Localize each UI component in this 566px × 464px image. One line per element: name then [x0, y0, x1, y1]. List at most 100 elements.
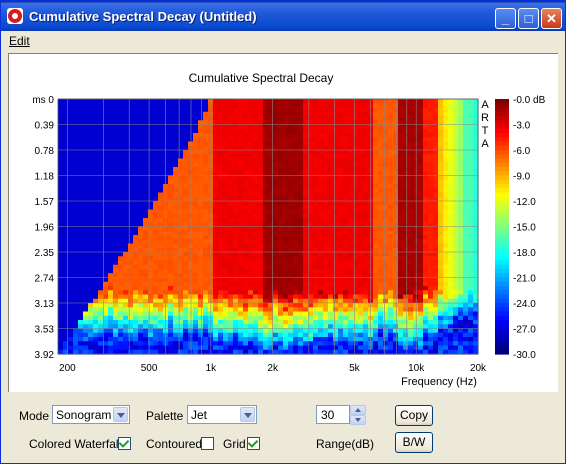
heatmap-cell	[288, 252, 294, 257]
heatmap-cell	[418, 226, 424, 232]
heatmap-cell	[363, 167, 369, 172]
heatmap-cell	[258, 277, 264, 283]
heatmap-cell	[68, 158, 74, 164]
heatmap-cell	[358, 230, 364, 236]
heatmap-cell	[288, 235, 294, 240]
heatmap-cell	[353, 188, 359, 194]
heatmap-cell	[388, 315, 394, 321]
heatmap-cell	[373, 171, 379, 177]
heatmap-cell	[78, 107, 84, 113]
heatmap-cell	[68, 341, 74, 347]
heatmap-cell	[98, 222, 104, 228]
heatmap-cell	[158, 337, 164, 342]
heatmap-cell	[218, 145, 224, 151]
heatmap-cell	[223, 273, 229, 279]
heatmap-cell	[93, 171, 99, 177]
heatmap-cell	[98, 281, 104, 287]
heatmap-cell	[408, 328, 414, 334]
heatmap-cell	[88, 341, 94, 347]
heatmap-cell	[103, 184, 109, 189]
heatmap-cell	[403, 179, 409, 185]
heatmap-cell	[453, 116, 459, 121]
heatmap-cell	[148, 230, 154, 236]
heatmap-cell	[423, 298, 429, 304]
heatmap-cell	[103, 264, 109, 270]
heatmap-cell	[403, 226, 409, 232]
maximize-button[interactable]: □	[518, 8, 539, 29]
heatmap-cell	[58, 196, 64, 202]
heatmap-cell	[463, 167, 469, 172]
heatmap-cell	[403, 192, 409, 198]
heatmap-cell	[288, 277, 294, 283]
heatmap-cell	[58, 179, 64, 185]
heatmap-cell	[403, 171, 409, 177]
minimize-button[interactable]: _	[495, 8, 516, 29]
heatmap-cell	[248, 171, 254, 177]
heatmap-cell	[143, 235, 149, 240]
heatmap-cell	[333, 99, 339, 104]
heatmap-cell	[153, 184, 159, 189]
heatmap-cell	[278, 332, 284, 338]
heatmap-cell	[398, 230, 404, 236]
heatmap-cell	[213, 298, 219, 304]
heatmap-cell	[243, 111, 249, 117]
heatmap-cell	[348, 213, 354, 219]
heatmap-cell	[223, 252, 229, 257]
heatmap-cell	[128, 205, 134, 211]
heatmap-cell	[278, 137, 284, 143]
heatmap-cell	[83, 315, 89, 321]
heatmap-cell	[148, 107, 154, 113]
heatmap-cell	[138, 277, 144, 283]
heatmap-cell	[423, 133, 429, 138]
heatmap-cell	[248, 124, 254, 130]
heatmap-cell	[78, 171, 84, 177]
heatmap-cell	[413, 320, 419, 325]
heatmap-cell	[448, 243, 454, 249]
menu-edit[interactable]: Edit	[9, 34, 30, 48]
heatmap-cell	[253, 324, 259, 330]
heatmap-cell	[288, 320, 294, 325]
heatmap-cell	[118, 141, 124, 147]
heatmap-cell	[303, 205, 309, 211]
heatmap-cell	[193, 192, 199, 198]
heatmap-cell	[338, 184, 344, 189]
heatmap-cell	[248, 103, 254, 109]
heatmap-cell	[303, 171, 309, 177]
heatmap-cell	[323, 235, 329, 240]
heatmap-cell	[363, 239, 369, 245]
heatmap-cell	[178, 179, 184, 185]
heatmap-cell	[318, 184, 324, 189]
heatmap-cell	[453, 256, 459, 262]
heatmap-cell	[403, 196, 409, 202]
heatmap-cell	[308, 111, 314, 117]
heatmap-cell	[78, 99, 84, 104]
heatmap-cell	[73, 107, 79, 113]
heatmap-cell	[313, 116, 319, 121]
heatmap-cell	[453, 150, 459, 155]
title-bar[interactable]: Cumulative Spectral Decay (Untitled) _ □…	[1, 1, 565, 31]
heatmap-cell	[283, 188, 289, 194]
heatmap-cell	[273, 209, 279, 215]
heatmap-cell	[393, 345, 399, 351]
heatmap-cell	[58, 124, 64, 130]
heatmap-cell	[243, 158, 249, 164]
heatmap-cell	[313, 133, 319, 138]
heatmap-cell	[318, 205, 324, 211]
heatmap-cell	[113, 264, 119, 270]
heatmap-cell	[148, 252, 154, 257]
heatmap-cell	[423, 179, 429, 185]
heatmap-cell	[363, 320, 369, 325]
heatmap-cell	[343, 252, 349, 257]
heatmap-cell	[293, 167, 299, 172]
heatmap-cell	[98, 324, 104, 330]
heatmap-cell	[323, 226, 329, 232]
heatmap-cell	[248, 107, 254, 113]
heatmap-cell	[403, 111, 409, 117]
heatmap-cell	[233, 264, 239, 270]
heatmap-cell	[143, 158, 149, 164]
heatmap-cell	[318, 137, 324, 143]
heatmap-cell	[263, 171, 269, 177]
close-button[interactable]: ✕	[541, 8, 562, 29]
heatmap-cell	[198, 133, 204, 138]
heatmap-cell	[108, 345, 114, 351]
